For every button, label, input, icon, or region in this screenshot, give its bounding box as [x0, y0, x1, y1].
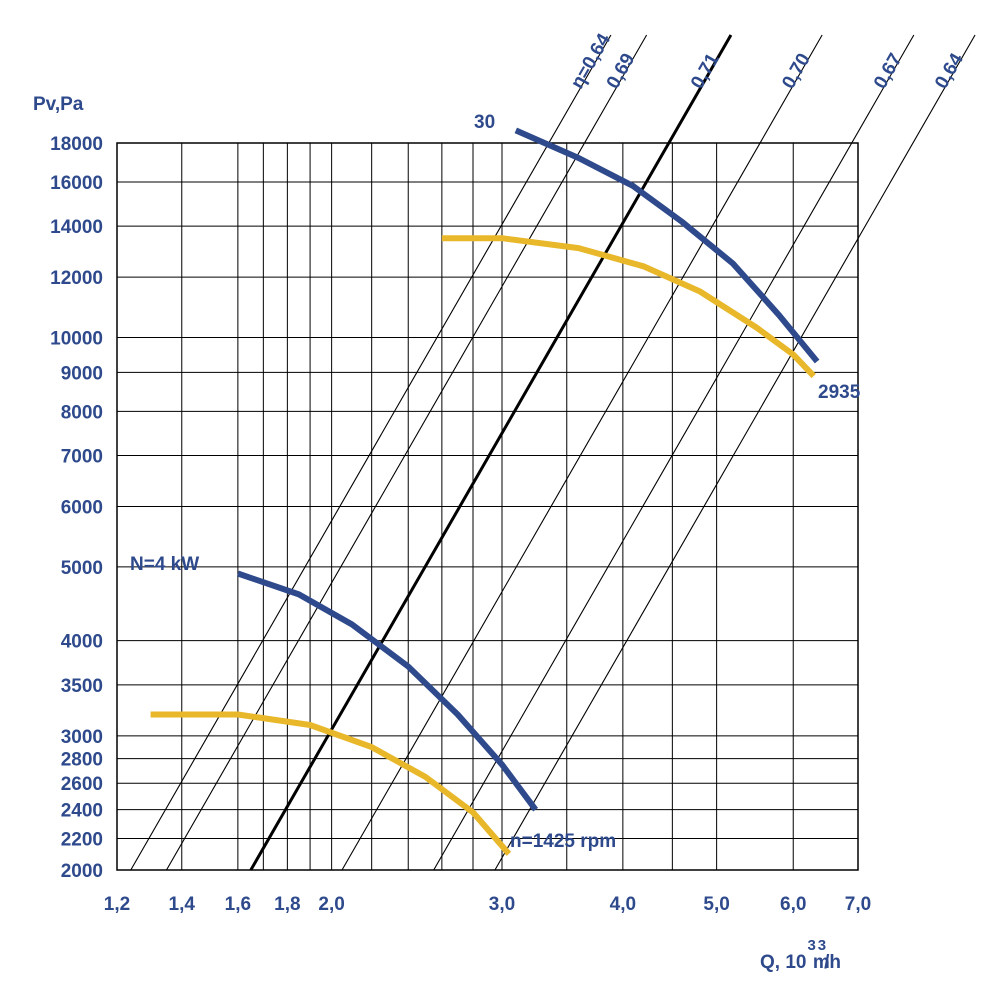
y-tick-label: 12000	[50, 268, 103, 289]
curve-pressure-1425	[150, 711, 512, 856]
y-tick-label: 2800	[61, 750, 103, 771]
y-tick-label: 5000	[61, 558, 103, 579]
y-tick-label: 2200	[61, 829, 103, 850]
annotation-low-speed: n=1425 rpm	[510, 831, 616, 852]
efficiency-line	[433, 34, 915, 871]
y-tick-label: 10000	[50, 328, 103, 349]
x-tick-labels: 1,2 1,4 1,6 1,8 2,0 3,0 4,0 5,0 6,0 7,0	[104, 894, 871, 915]
efficiency-line	[130, 34, 612, 871]
efficiency-lines	[130, 34, 976, 871]
y-tick-label: 6000	[61, 498, 103, 519]
curve-pressure-2935	[441, 235, 816, 379]
x-tick-label: 1,6	[225, 894, 251, 915]
x-tick-label: 7,0	[845, 894, 871, 915]
x-tick-label: 1,8	[274, 894, 300, 915]
y-tick-label: 14000	[50, 217, 103, 238]
x-tick-label: 3,0	[489, 894, 515, 915]
y-tick-label: 2000	[61, 861, 103, 882]
annotation-high-speed: 2935	[818, 382, 861, 403]
curves	[150, 127, 820, 856]
y-tick-labels: 18000 16000 14000 12000 10000 9000 8000 7000 600…	[50, 134, 103, 882]
efficiency-labels: η=0,640,69 0,71 0,70 0,67 0,64	[567, 30, 968, 93]
curve-power-2935	[514, 127, 820, 364]
grid	[116, 142, 859, 871]
efficiency-line	[166, 34, 648, 871]
y-axis-label: Pv,Pa	[33, 94, 84, 115]
y-tick-label: 7000	[61, 446, 103, 467]
y-tick-label: 18000	[50, 134, 103, 155]
y-tick-label: 16000	[50, 173, 103, 194]
efficiency-line	[341, 34, 823, 871]
x-axis-label: Q, 103 m3/h	[760, 937, 841, 973]
x-tick-label: 1,2	[104, 894, 130, 915]
efficiency-line	[494, 34, 976, 871]
curve-power-1425	[236, 570, 539, 812]
y-tick-label: 8000	[61, 402, 103, 423]
x-tick-label: 6,0	[780, 894, 806, 915]
y-tick-label: 2400	[61, 801, 103, 822]
x-tick-label: 1,4	[169, 894, 196, 915]
y-tick-label: 9000	[61, 363, 103, 384]
x-tick-label: 5,0	[703, 894, 729, 915]
efficiency-line	[249, 34, 733, 871]
annotation-top-power: 30	[474, 112, 495, 133]
y-tick-label: 4000	[61, 632, 103, 653]
x-tick-label: 2,0	[318, 894, 344, 915]
y-tick-label: 3500	[61, 676, 103, 697]
y-tick-label: 2600	[61, 774, 103, 795]
x-tick-label: 4,0	[610, 894, 636, 915]
y-tick-label: 3000	[61, 727, 103, 748]
annotation-bottom-power: N=4 kW	[130, 554, 199, 575]
